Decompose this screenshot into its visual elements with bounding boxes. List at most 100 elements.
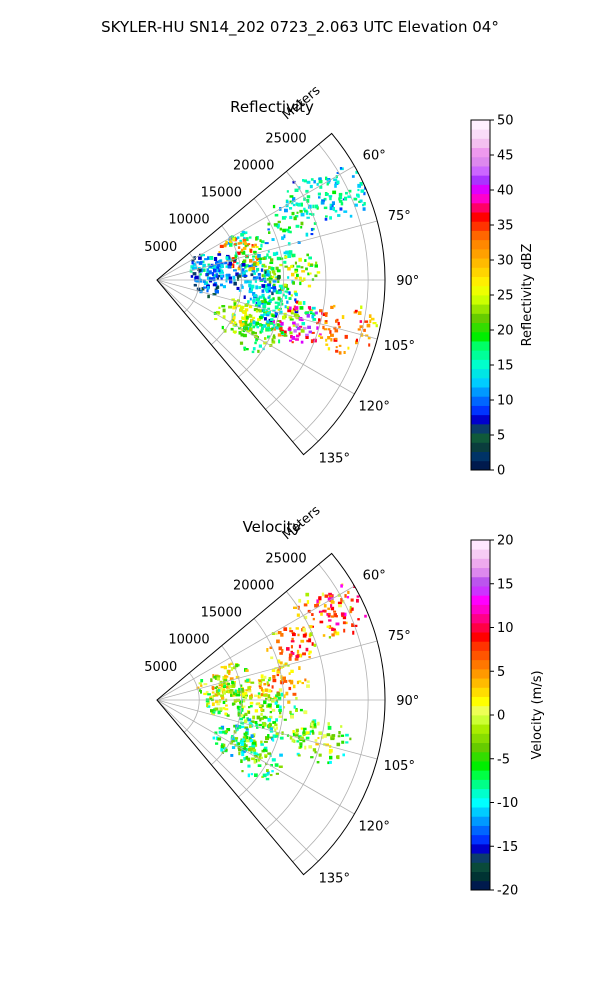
colorbar-swatch	[471, 816, 490, 826]
colorbar-swatch	[471, 138, 490, 149]
range-ring	[238, 618, 285, 798]
colorbar-swatch	[471, 451, 490, 462]
colorbar-swatch	[471, 248, 490, 259]
reflectivity-panel: Reflectivity 60° 75° 90° 105° 120° 135° 5000 10…	[144, 83, 535, 479]
velocity-panel: Velocity 60° 75° 90° 105° 120° 135° 5000 10000 1…	[144, 503, 545, 899]
range-ring	[292, 564, 369, 863]
azimuth-gridline	[156, 699, 355, 815]
reflectivity-colorbar: 0 5 10 15 20 25 30 35 40 45 50	[470, 114, 514, 479]
colorbar-swatch	[471, 641, 490, 651]
colorbar-swatch	[471, 797, 490, 808]
colorbar-swatch	[471, 129, 490, 139]
colorbar-swatch	[471, 549, 490, 559]
colorbar-swatch	[471, 442, 490, 452]
colorbar-swatch	[471, 668, 490, 679]
sector-frame	[156, 552, 386, 876]
range-tick-label: 15000	[201, 186, 242, 201]
colorbar-tick-label: 10	[497, 394, 514, 409]
azimuth-tick-label: 105°	[384, 759, 415, 774]
colorbar-swatch	[471, 825, 490, 836]
colorbar-swatch	[471, 696, 490, 707]
colorbar-swatch	[471, 705, 490, 716]
colorbar-swatch	[471, 751, 490, 762]
colorbar-swatch	[471, 359, 490, 370]
colorbar-tick-label: 5	[497, 665, 505, 680]
colorbar-swatch	[471, 350, 490, 360]
colorbar-swatch	[471, 221, 490, 231]
colorbar-tick-label: 20	[497, 534, 514, 549]
azimuth-tick-label: 105°	[384, 339, 415, 354]
colorbar-swatch	[471, 715, 490, 725]
colorbar-tick-label: -20	[497, 884, 518, 899]
colorbar-swatch	[471, 862, 490, 872]
echo-cell	[196, 674, 237, 705]
azimuth-tick-label: 90°	[396, 694, 419, 709]
range-tick-label: 25000	[265, 131, 306, 146]
range-tick-label: 10000	[168, 213, 209, 228]
colorbar-swatch	[471, 295, 490, 305]
azimuth-gridline	[156, 220, 378, 281]
colorbar-swatch	[471, 650, 490, 661]
colorbar-swatch	[471, 853, 490, 863]
colorbar-swatch	[471, 632, 490, 642]
echo-cell	[240, 742, 283, 781]
colorbar-tick-label: 10	[497, 621, 514, 636]
colorbar-tick-label: 0	[497, 709, 505, 724]
colorbar-swatch	[471, 267, 490, 277]
echo-cell	[316, 304, 378, 355]
colorbar-swatch	[471, 770, 490, 780]
azimuth-tick-label: 75°	[388, 629, 411, 644]
colorbar-tick-label: 0	[497, 464, 505, 479]
echo-cell	[313, 167, 367, 218]
colorbar-tick-label: 50	[497, 114, 514, 129]
colorbar-swatch	[471, 761, 490, 771]
colorbar-swatch	[471, 258, 490, 268]
colorbar-tick-label: -15	[497, 840, 518, 855]
colorbar-tick-label: 15	[497, 359, 514, 374]
azimuth-gridline	[156, 279, 378, 340]
colorbar-swatch	[471, 733, 490, 744]
colorbar-swatch	[471, 540, 490, 550]
colorbar-tick-label: 45	[497, 149, 514, 164]
colorbar-swatch	[471, 331, 490, 342]
colorbar-swatch	[471, 276, 490, 287]
azimuth-gridline	[156, 279, 319, 442]
azimuth-gridline	[156, 699, 319, 862]
colorbar-swatch	[471, 586, 490, 596]
range-tick-label: 20000	[233, 158, 274, 173]
reflectivity-colorbar-label: Reflectivity dBZ	[520, 244, 535, 347]
azimuth-tick-label: 120°	[359, 819, 390, 834]
colorbar-tick-label: -5	[497, 752, 510, 767]
colorbar-swatch	[471, 414, 490, 425]
range-ring	[211, 645, 242, 765]
echo-cell	[296, 720, 352, 765]
azimuth-gridline	[156, 640, 378, 701]
azimuth-tick-label: 120°	[359, 399, 390, 414]
echo-cell	[190, 265, 226, 299]
reflectivity-title: Reflectivity	[230, 98, 314, 116]
colorbar-swatch	[471, 423, 490, 434]
range-tick-label: 20000	[233, 578, 274, 593]
colorbar-swatch	[471, 678, 490, 688]
colorbar-swatch	[471, 239, 490, 250]
azimuth-tick-label: 135°	[319, 871, 350, 886]
colorbar-tick-label: 20	[497, 324, 514, 339]
colorbar-swatch	[471, 120, 490, 130]
colorbar-swatch	[471, 613, 490, 624]
sector-frame	[156, 132, 386, 456]
range-tick-label: 5000	[144, 240, 177, 255]
colorbar-swatch	[471, 175, 490, 185]
range-ring	[265, 591, 327, 830]
velocity-title: Velocity	[243, 518, 302, 536]
colorbar-swatch	[471, 880, 490, 891]
velocity-polar-plot: 60° 75° 90° 105° 120° 135° 5000 10000 15000 20000…	[144, 503, 419, 886]
colorbar-tick-label: 15	[497, 577, 514, 592]
azimuth-tick-label: 60°	[363, 149, 386, 164]
azimuth-gridline	[156, 165, 355, 281]
range-ring	[292, 144, 369, 443]
colorbar-swatch	[471, 387, 490, 397]
velocity-colorbar: -20 -15 -10 -5 0 5 10 15 20	[470, 534, 518, 899]
colorbar-swatch	[471, 779, 490, 790]
azimuth-gridline	[156, 699, 378, 760]
